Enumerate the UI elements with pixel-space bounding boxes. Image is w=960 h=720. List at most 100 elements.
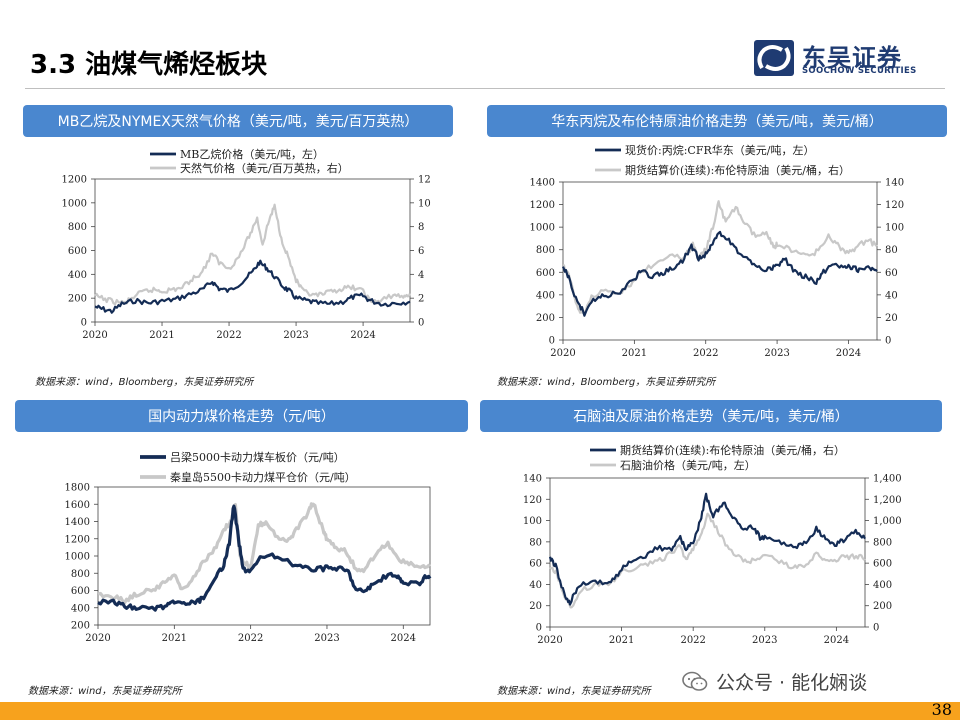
company-logo: 东吴证券 SOOCHOW SECURITIES [752, 38, 942, 78]
chart-3-legend-label-2: 秦皇岛5500卡动力煤平仓价（元/吨） [170, 470, 356, 484]
chart-2-y2tick-label: 0 [885, 336, 891, 347]
chart-1-y2tick-label: 2 [418, 294, 424, 305]
chart-4-y2tick-label: 400 [873, 580, 892, 591]
chart-4-y2tick-label: 0 [873, 623, 879, 634]
chart-1-y2tick-label: 8 [418, 222, 424, 233]
chart-4-y2tick-label: 200 [873, 601, 892, 612]
chart-1-y2tick-label: 12 [418, 175, 431, 186]
chart-2-xtick-label: 2023 [764, 348, 789, 359]
logo-text-cn: 东吴证券 [802, 44, 902, 72]
chart-1-series-1-line [94, 259, 411, 314]
chart-3-xtick-label: 2024 [391, 633, 416, 644]
page-number: 38 [931, 700, 952, 719]
chart-2-frame [562, 181, 878, 341]
chart-4-ytick-label: 100 [523, 516, 542, 527]
chart-1-y2tick-label: 4 [418, 270, 424, 281]
chart-2-ytick-label: 1400 [530, 178, 555, 189]
chart-1-ytick-label: 800 [68, 222, 87, 233]
chart-4-y2tick-label: 1,000 [873, 516, 902, 527]
ethane-natgas-chart: 0 200 400 600 800 1000 1200 0 2 4 6 8 10 12 2020 2021 20… [62, 147, 431, 341]
chart-1-xtick-label: 2024 [350, 330, 375, 341]
chart-2-xtick-label: 2022 [693, 348, 718, 359]
wechat-icon [682, 671, 708, 691]
chart-2-ytick-label: 400 [536, 290, 555, 301]
chart-2-ytick-label: 200 [536, 313, 555, 324]
chart-1-ytick-label: 200 [68, 294, 87, 305]
chart-4-y2tick-label: 1,200 [873, 495, 902, 506]
chart-1-series-2-line [94, 203, 411, 306]
chart-2-ytick-label: 600 [536, 268, 555, 279]
chart-3-xtick-label: 2023 [314, 633, 339, 644]
chart-2-y2tick-label: 100 [885, 223, 904, 234]
naphtha-crude-chart: 0 20 40 60 80 100 120 140 0 200 400 600 800 1,000 1,20… [523, 443, 902, 646]
chart-1-ytick-label: 0 [81, 318, 87, 329]
chart-4-ytick-label: 20 [529, 601, 542, 612]
chart-4-y2tick-label: 800 [873, 537, 892, 548]
chart-2-y2tick-label: 140 [885, 178, 904, 189]
chart-1-ytick-label: 600 [68, 246, 87, 257]
chart-3-ytick-label: 1800 [65, 483, 90, 494]
chart-3-ytick-label: 1600 [65, 500, 90, 511]
chart-4-xtick-label: 2021 [609, 635, 634, 646]
chart-4-ytick-label: 40 [529, 580, 542, 591]
chart-1-y2tick-label: 0 [418, 318, 424, 329]
panel-1-source: 数据来源：wind，Bloomberg，东吴证券研究所 [35, 377, 254, 388]
panel-2-header: 华东丙烷及布伦特原油价格走势（美元/吨，美元/桶） [487, 105, 947, 137]
chart-1-frame [94, 178, 411, 323]
chart-4-legend-label-2: 石脑油价格（美元/吨，左） [620, 458, 756, 472]
chart-3-legend-label-1: 吕梁5000卡动力煤车板价（元/吨） [170, 450, 345, 464]
logo-mark-icon [754, 40, 794, 76]
chart-2-xtick-label: 2020 [550, 348, 575, 359]
footer-bar [0, 702, 960, 720]
header-divider [25, 88, 945, 89]
chart-4-legend-label-1: 期货结算价(连续):布伦特原油（美元/桶，右） [620, 443, 845, 457]
chart-1-y2tick-label: 6 [418, 246, 424, 257]
slide-title: 3.3 油煤气烯烃板块 [30, 50, 268, 80]
chart-4-ytick-label: 120 [523, 495, 542, 506]
chart-4-xtick-label: 2024 [824, 635, 849, 646]
thermal-coal-chart: 200 400 600 800 1000 1200 1400 1600 1800 2020 2021… [65, 450, 432, 644]
chart-4-xtick-label: 2022 [680, 635, 705, 646]
wechat-watermark: 公众号 · 能化娴谈 [682, 668, 867, 695]
chart-2-ytick-label: 800 [536, 245, 555, 256]
chart-2-xtick-label: 2021 [622, 348, 647, 359]
chart-2-ytick-label: 1000 [530, 223, 555, 234]
chart-4-ytick-label: 80 [529, 537, 542, 548]
panel-1-header: MB乙烷及NYMEX天然气价格（美元/吨，美元/百万英热） [23, 105, 453, 137]
chart-4-ytick-label: 60 [529, 559, 542, 570]
chart-1-legend-label-1: MB乙烷价格（美元/吨，左） [180, 147, 324, 161]
chart-2-y2tick-label: 120 [885, 200, 904, 211]
chart-1-ytick-label: 400 [68, 270, 87, 281]
panel-4-source: 数据来源：wind，东吴证券研究所 [497, 686, 651, 697]
panel-3-header: 国内动力煤价格走势（元/吨） [15, 400, 468, 432]
chart-1-y2tick-label: 10 [418, 198, 431, 209]
chart-1-ytick-label: 1000 [62, 198, 87, 209]
logo-text-en: SOOCHOW SECURITIES [802, 66, 917, 76]
chart-1-ytick-label: 1200 [62, 175, 87, 186]
chart-2-xtick-label: 2024 [836, 348, 861, 359]
chart-4-y2tick-label: 1,400 [873, 474, 902, 485]
chart-3-ytick-label: 800 [71, 569, 90, 580]
chart-1-xtick-label: 2020 [82, 330, 107, 341]
chart-3-series-1-line [97, 504, 432, 612]
chart-1-legend-label-2: 天然气价格（美元/百万英热，右） [180, 161, 349, 175]
chart-2-ytick-label: 0 [549, 336, 555, 347]
chart-3-series-2-line [97, 502, 431, 605]
propane-brent-chart: 0 200 400 600 800 1000 1200 1400 0 20 40 60 80 100 120… [530, 143, 905, 359]
chart-2-series-1-line [561, 230, 878, 317]
chart-3-ytick-label: 200 [71, 621, 90, 632]
chart-3-xtick-label: 2021 [162, 633, 187, 644]
chart-2-legend-label-2: 期货结算价(连续):布伦特原油（美元/桶，右） [625, 163, 850, 177]
chart-4-frame [549, 477, 866, 628]
chart-3-ytick-label: 400 [71, 603, 90, 614]
chart-2-y2tick-label: 20 [885, 313, 898, 324]
chart-4-y2tick-label: 600 [873, 559, 892, 570]
chart-2-y2tick-label: 60 [885, 268, 898, 279]
panel-2-source: 数据来源：wind，Bloomberg，东吴证券研究所 [497, 377, 716, 388]
chart-3-ytick-label: 1000 [65, 552, 90, 563]
chart-3-xtick-label: 2020 [85, 633, 110, 644]
chart-1-xtick-label: 2021 [149, 330, 174, 341]
chart-2-y2tick-label: 80 [885, 245, 898, 256]
chart-3-ytick-label: 600 [71, 586, 90, 597]
panel-3-source: 数据来源：wind，东吴证券研究所 [28, 686, 182, 697]
